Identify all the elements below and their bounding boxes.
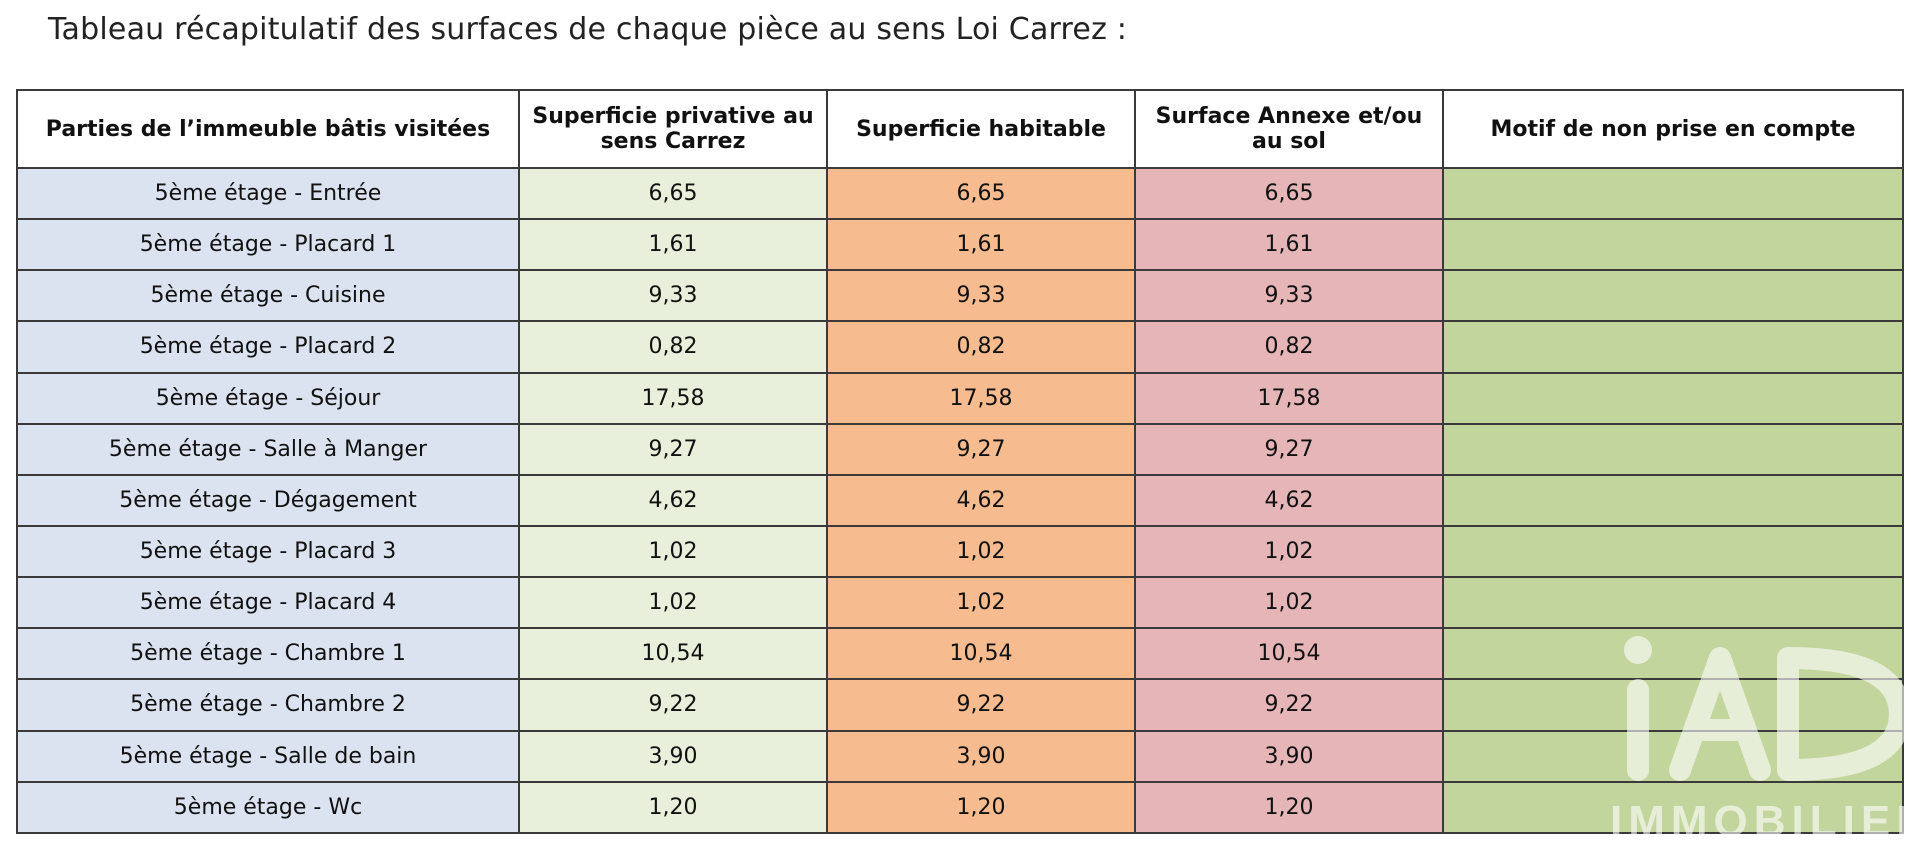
carrez-cell: 1,61 [518,218,828,272]
carrez-cell: 9,22 [518,678,828,732]
room-cell: 5ème étage - Placard 4 [16,576,520,630]
table-row: 5ème étage - Wc 1,20 1,20 1,20 [16,780,1904,835]
table-row: 5ème étage - Dégagement 4,62 4,62 4,62 [16,473,1904,527]
carrez-cell: 17,58 [518,371,828,425]
room-cell: 5ème étage - Placard 3 [16,524,520,579]
header-annexe: Surface Annexe et/ou au sol [1134,89,1444,169]
table-row: 5ème étage - Salle à Manger 9,27 9,27 9,… [16,422,1904,476]
header-room: Parties de l’immeuble bâtis visitées [16,89,520,169]
motif-cell [1442,473,1904,527]
habitable-cell: 0,82 [826,320,1136,374]
annexe-cell: 9,27 [1134,422,1444,476]
table-row: 5ème étage - Placard 2 0,82 0,82 0,82 [16,320,1904,374]
annexe-cell: 1,02 [1134,524,1444,579]
annexe-cell: 9,33 [1134,269,1444,323]
annexe-cell: 1,20 [1134,780,1444,835]
room-cell: 5ème étage - Cuisine [16,269,520,323]
motif-cell [1442,320,1904,374]
habitable-cell: 3,90 [826,729,1136,783]
habitable-cell: 4,62 [826,473,1136,527]
carrez-cell: 4,62 [518,473,828,527]
motif-cell [1442,166,1904,221]
annexe-cell: 9,22 [1134,678,1444,732]
carrez-cell: 6,65 [518,166,828,221]
motif-cell [1442,678,1904,732]
habitable-cell: 9,22 [826,678,1136,732]
table-row: 5ème étage - Placard 1 1,61 1,61 1,61 [16,218,1904,272]
carrez-cell: 1,02 [518,524,828,579]
annexe-cell: 0,82 [1134,320,1444,374]
header-motif: Motif de non prise en compte [1442,89,1904,169]
annexe-cell: 1,61 [1134,218,1444,272]
habitable-cell: 1,02 [826,524,1136,579]
annexe-cell: 6,65 [1134,166,1444,221]
room-cell: 5ème étage - Chambre 1 [16,627,520,681]
room-cell: 5ème étage - Chambre 2 [16,678,520,732]
header-habitable: Superficie habitable [826,89,1136,169]
carrez-cell: 0,82 [518,320,828,374]
room-cell: 5ème étage - Séjour [16,371,520,425]
motif-cell [1442,218,1904,272]
annexe-cell: 4,62 [1134,473,1444,527]
habitable-cell: 10,54 [826,627,1136,681]
table-row: 5ème étage - Entrée 6,65 6,65 6,65 [16,166,1904,221]
annexe-cell: 10,54 [1134,627,1444,681]
motif-cell [1442,269,1904,323]
room-cell: 5ème étage - Placard 2 [16,320,520,374]
annexe-cell: 1,02 [1134,576,1444,630]
habitable-cell: 1,20 [826,780,1136,835]
room-cell: 5ème étage - Wc [16,780,520,835]
room-cell: 5ème étage - Salle de bain [16,729,520,783]
carrez-cell: 1,02 [518,576,828,630]
annexe-cell: 3,90 [1134,729,1444,783]
table-row: 5ème étage - Chambre 2 9,22 9,22 9,22 [16,678,1904,732]
page-title: Tableau récapitulatif des surfaces de ch… [48,12,1128,47]
table-row: 5ème étage - Placard 3 1,02 1,02 1,02 [16,524,1904,579]
carrez-cell: 10,54 [518,627,828,681]
annexe-cell: 17,58 [1134,371,1444,425]
room-cell: 5ème étage - Salle à Manger [16,422,520,476]
motif-cell [1442,371,1904,425]
habitable-cell: 1,61 [826,218,1136,272]
motif-cell [1442,524,1904,579]
room-cell: 5ème étage - Placard 1 [16,218,520,272]
motif-cell [1442,627,1904,681]
habitable-cell: 1,02 [826,576,1136,630]
habitable-cell: 9,33 [826,269,1136,323]
carrez-cell: 1,20 [518,780,828,835]
table-header-row: Parties de l’immeuble bâtis visitées Sup… [16,89,1904,169]
table-row: 5ème étage - Placard 4 1,02 1,02 1,02 [16,576,1904,630]
habitable-cell: 6,65 [826,166,1136,221]
surfaces-table: Parties de l’immeuble bâtis visitées Sup… [16,89,1904,835]
table-row: 5ème étage - Chambre 1 10,54 10,54 10,54 [16,627,1904,681]
habitable-cell: 9,27 [826,422,1136,476]
table-row: 5ème étage - Salle de bain 3,90 3,90 3,9… [16,729,1904,783]
header-carrez: Superficie privative au sens Carrez [518,89,828,169]
room-cell: 5ème étage - Entrée [16,166,520,221]
carrez-cell: 9,27 [518,422,828,476]
table-row: 5ème étage - Séjour 17,58 17,58 17,58 [16,371,1904,425]
motif-cell [1442,729,1904,783]
table-row: 5ème étage - Cuisine 9,33 9,33 9,33 [16,269,1904,323]
carrez-cell: 3,90 [518,729,828,783]
habitable-cell: 17,58 [826,371,1136,425]
carrez-cell: 9,33 [518,269,828,323]
motif-cell [1442,780,1904,835]
room-cell: 5ème étage - Dégagement [16,473,520,527]
motif-cell [1442,422,1904,476]
motif-cell [1442,576,1904,630]
